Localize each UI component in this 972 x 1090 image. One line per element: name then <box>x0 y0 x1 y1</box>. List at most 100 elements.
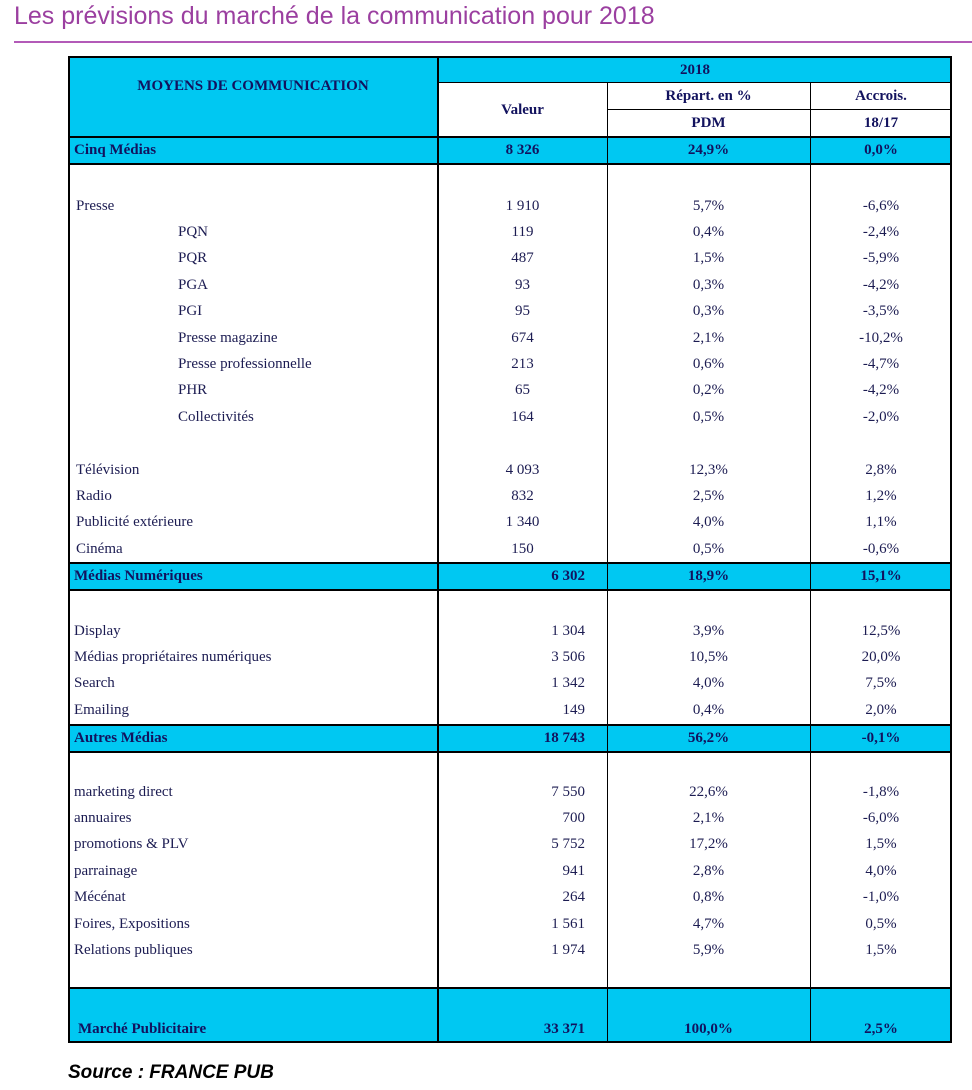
section-value: 6 302 <box>551 568 585 584</box>
row-share: 4,0% <box>692 514 725 531</box>
row-share: 5,7% <box>692 197 725 214</box>
subrow-value: 674 <box>511 329 534 346</box>
row-label: Médias propriétaires numériques <box>74 649 272 666</box>
total-share: 100,0% <box>684 1020 733 1037</box>
row-growth: -1,8% <box>862 783 900 800</box>
subrow-share: 1,5% <box>692 250 725 267</box>
row-label: annuaires <box>74 810 132 827</box>
row-share: 3,9% <box>692 622 725 639</box>
row-value: 4 093 <box>505 461 540 478</box>
subrow-share: 2,1% <box>692 329 725 346</box>
row-label: Relations publiques <box>74 942 193 959</box>
subrow-growth: -4,7% <box>862 356 900 373</box>
row-label: Radio <box>76 488 112 505</box>
section-bg <box>68 563 952 590</box>
row-share: 2,8% <box>692 862 725 879</box>
subrow-growth: -2,0% <box>862 408 900 425</box>
table-border <box>68 56 952 58</box>
section-share: 24,9% <box>687 142 730 158</box>
row-value: 1 561 <box>551 915 585 932</box>
row-value: 3 506 <box>551 649 585 666</box>
total-bg <box>68 988 952 1042</box>
total-border <box>68 987 952 989</box>
subrow-label: PHR <box>178 382 208 399</box>
subrow-value: 95 <box>515 303 530 320</box>
subrow-label: PQR <box>178 250 208 267</box>
subrow-share: 0,2% <box>692 382 725 399</box>
header-line <box>607 109 952 110</box>
header-value: Valeur <box>501 101 544 118</box>
row-value: 7 550 <box>551 783 585 800</box>
row-growth: -1,0% <box>862 889 900 906</box>
section-share: 56,2% <box>687 730 730 746</box>
row-share: 0,5% <box>692 540 725 557</box>
subrow-label: PGI <box>178 303 203 320</box>
row-value: 1 304 <box>551 622 585 639</box>
row-label: promotions & PLV <box>74 836 189 853</box>
row-value: 264 <box>562 889 586 906</box>
header-year: 2018 <box>438 57 952 83</box>
subrow-growth: -2,4% <box>862 224 900 241</box>
row-growth: 1,5% <box>865 942 897 959</box>
row-share: 5,9% <box>692 942 725 959</box>
row-share: 17,2% <box>689 836 728 853</box>
row-label: Mécénat <box>74 889 126 906</box>
row-value: 832 <box>511 488 534 505</box>
row-growth: 1,1% <box>865 514 897 531</box>
row-growth: 2,0% <box>865 701 897 718</box>
subrow-share: 0,4% <box>692 224 725 241</box>
section-bg <box>68 137 952 164</box>
row-growth: 12,5% <box>861 622 901 639</box>
row-growth: 7,5% <box>865 675 897 692</box>
subrow-label: Presse magazine <box>178 329 278 346</box>
section-label: Autres Médias <box>74 730 168 746</box>
subrow-growth: -4,2% <box>862 382 900 399</box>
section-growth: -0,1% <box>861 730 901 746</box>
subrow-value: 213 <box>511 356 534 373</box>
row-value: 941 <box>562 862 586 879</box>
row-label: Foires, Expositions <box>74 915 190 932</box>
column-line <box>607 83 608 1042</box>
subrow-label: Collectivités <box>178 408 254 425</box>
row-label: Search <box>74 675 115 692</box>
total-label: Marché Publicitaire <box>78 1020 207 1037</box>
row-growth: -6,0% <box>862 810 900 827</box>
title-rule <box>14 41 972 43</box>
section-value: 8 326 <box>505 142 540 158</box>
row-growth: -0,6% <box>862 540 900 557</box>
row-value: 149 <box>562 701 586 718</box>
total-growth: 2,5% <box>864 1020 898 1037</box>
header-label: MOYENS DE COMMUNICATION <box>68 57 438 137</box>
section-border <box>68 589 952 591</box>
row-label: Cinéma <box>76 540 123 557</box>
subrow-growth: -5,9% <box>862 250 900 267</box>
section-border <box>68 751 952 753</box>
section-bg <box>68 725 952 752</box>
row-share: 4,7% <box>692 915 725 932</box>
row-growth: -6,6% <box>862 197 900 214</box>
header-growth: Accrois. <box>855 88 907 104</box>
total-value: 33 371 <box>543 1020 585 1037</box>
subrow-share: 0,6% <box>692 356 725 373</box>
subrow-value: 93 <box>515 276 530 293</box>
subrow-share: 0,5% <box>692 408 725 425</box>
column-line <box>810 83 811 1042</box>
row-label: Emailing <box>74 701 129 718</box>
section-share: 18,9% <box>687 568 730 584</box>
row-growth: 2,8% <box>865 461 897 478</box>
table-border <box>950 57 952 1042</box>
subrow-value: 164 <box>511 408 534 425</box>
row-share: 2,1% <box>692 810 725 827</box>
header-line <box>438 82 952 83</box>
header-share: Répart. en % <box>665 88 752 104</box>
row-growth: 20,0% <box>861 649 901 666</box>
row-label: Télévision <box>76 461 140 478</box>
source: Source : FRANCE PUB <box>68 1062 274 1083</box>
section-value: 18 743 <box>543 730 585 746</box>
section-label: Cinq Médias <box>74 142 157 158</box>
row-growth: 4,0% <box>865 862 897 879</box>
section-growth: 0,0% <box>864 142 898 158</box>
subrow-label: PQN <box>178 224 209 241</box>
subrow-value: 65 <box>515 382 530 399</box>
